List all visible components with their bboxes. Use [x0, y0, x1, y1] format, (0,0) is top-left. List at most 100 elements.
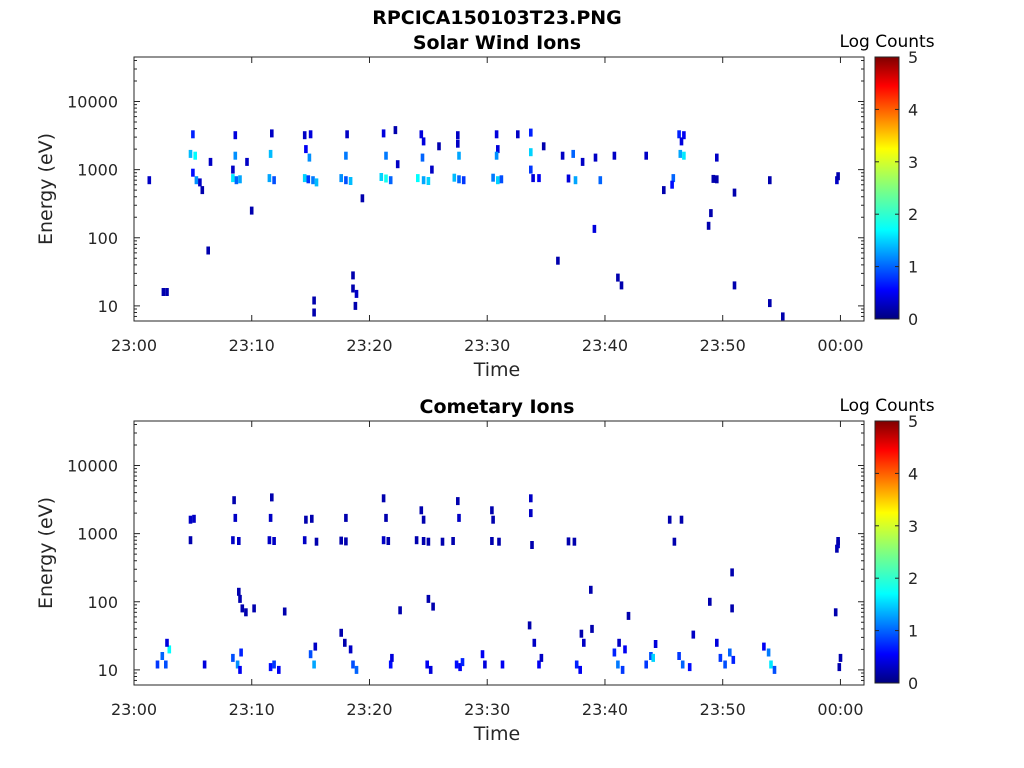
data-cell	[454, 660, 459, 669]
data-cell	[619, 281, 624, 290]
data-cell	[677, 130, 681, 139]
data-cell	[490, 537, 494, 545]
data-cell	[312, 296, 316, 305]
data-cell	[537, 174, 541, 183]
data-cell	[460, 658, 465, 667]
data-cell	[490, 506, 494, 515]
data-cell	[529, 165, 533, 174]
x-tick-label: 23:20	[346, 700, 392, 719]
data-cell	[728, 648, 732, 657]
data-cell	[682, 151, 686, 160]
x-tick-label: 23:40	[582, 700, 628, 719]
data-cell	[191, 168, 195, 177]
data-cell	[715, 153, 719, 162]
data-cell	[188, 515, 193, 524]
cometary-plot-frame	[133, 420, 865, 686]
data-cell	[384, 151, 388, 160]
data-cell	[344, 176, 348, 185]
data-cell	[354, 289, 359, 298]
cometary-colorbar-ticks: 0 1 2 3 4 5	[875, 412, 918, 693]
data-cell	[649, 652, 653, 660]
data-cell	[766, 648, 771, 657]
data-cell	[419, 130, 424, 139]
data-cell	[530, 541, 534, 549]
data-cell	[244, 608, 248, 617]
data-cell	[232, 496, 236, 505]
data-cell	[762, 642, 766, 651]
data-cell	[578, 665, 582, 674]
colorbar-tick-label: 0	[908, 674, 918, 693]
data-cell	[437, 142, 441, 151]
data-cell	[308, 650, 313, 659]
data-cell	[398, 606, 402, 615]
data-cell	[708, 597, 712, 606]
data-cell	[421, 515, 426, 524]
data-cell	[304, 515, 308, 524]
solar-wind-colorbar	[874, 56, 900, 320]
data-cell	[270, 493, 274, 502]
data-cell	[731, 655, 736, 664]
data-cell	[420, 153, 425, 162]
data-cell	[267, 174, 272, 183]
x-tick-label: 23:40	[582, 336, 628, 355]
data-cell	[267, 536, 272, 545]
data-cell	[277, 665, 281, 674]
data-cell	[571, 149, 575, 158]
data-cell	[644, 151, 648, 160]
y-tick-label: 1000	[77, 525, 118, 544]
solar-wind-y-axis-label: Energy (eV)	[35, 133, 57, 245]
data-cell	[715, 175, 719, 184]
x-tick-label: 23:00	[111, 700, 157, 719]
data-cell	[516, 130, 520, 139]
data-cell	[687, 663, 692, 672]
solar-wind-plot-frame	[133, 56, 865, 322]
data-cell	[456, 131, 460, 140]
colorbar-tick-label: 4	[908, 100, 918, 119]
data-cell	[351, 660, 355, 669]
data-cell	[537, 660, 541, 669]
solar-wind-cells	[147, 126, 840, 321]
data-cell	[235, 660, 240, 669]
data-cell	[312, 308, 316, 317]
data-cell	[384, 174, 388, 183]
data-cell	[348, 645, 353, 654]
data-cell	[198, 178, 202, 187]
data-cell	[381, 129, 386, 138]
data-cell	[679, 515, 684, 524]
y-tick-label: 10000	[67, 93, 118, 112]
data-cell	[200, 186, 205, 195]
data-cell	[730, 568, 734, 577]
colorbar-tick-label: 3	[908, 153, 918, 172]
colorbar-tick-label: 4	[908, 464, 918, 483]
data-cell	[483, 660, 487, 669]
x-tick-label: 23:00	[111, 336, 157, 355]
data-cell	[339, 628, 343, 637]
data-cell	[612, 151, 617, 160]
data-cell	[270, 129, 274, 138]
data-cell	[314, 537, 319, 546]
data-cell	[249, 206, 254, 215]
data-cell	[428, 665, 433, 674]
cometary-y-ticks: 10 100 1000 10000	[67, 423, 864, 686]
data-cell	[539, 653, 544, 662]
data-cell	[566, 174, 571, 183]
colorbar-tick-label: 5	[908, 48, 918, 67]
data-cell	[306, 175, 311, 184]
data-cell	[456, 497, 460, 506]
data-cell	[781, 312, 785, 321]
data-cell	[426, 537, 431, 546]
cometary-y-axis-label: Energy (eV)	[35, 497, 57, 609]
data-cell	[838, 653, 843, 662]
data-cell	[494, 130, 499, 139]
data-cell	[237, 587, 241, 596]
data-cell	[414, 536, 419, 545]
x-tick-label: 23:20	[346, 336, 392, 355]
data-cell	[421, 176, 426, 185]
data-cell	[718, 653, 723, 662]
data-cell	[343, 638, 347, 647]
cometary-colorbar	[874, 420, 900, 684]
data-cell	[395, 160, 400, 169]
data-cell	[580, 157, 585, 166]
data-cell	[193, 151, 197, 160]
